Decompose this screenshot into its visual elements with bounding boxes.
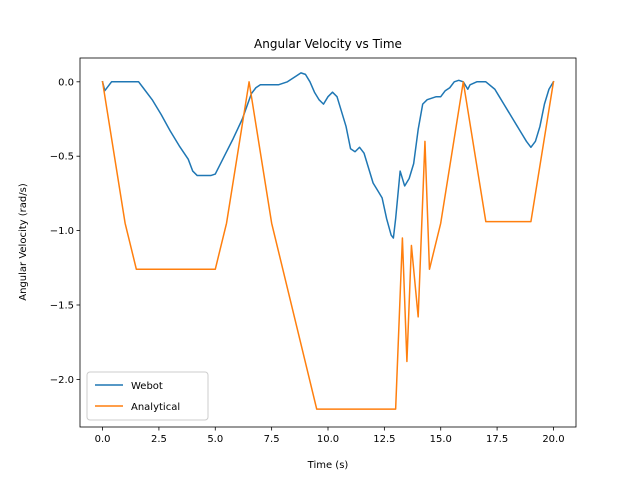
series-line-webot	[101, 72, 555, 239]
axes: 0.0 2.5 5.0 7.5 10.0 12.5 15.0 17.5 20.0 0.0 −0.5 −…	[50, 57, 577, 445]
x-tick-label: 0.0	[95, 434, 111, 445]
x-tick-label: 12.5	[373, 434, 395, 445]
series-line-analytical	[101, 80, 555, 410]
x-tick-label: 10.0	[317, 434, 339, 445]
chart-title: Angular Velocity vs Time	[254, 37, 402, 51]
legend-label-webot: Webot	[131, 381, 163, 392]
y-tick-label: −1.5	[50, 300, 74, 311]
y-tick-label: −1.0	[50, 226, 74, 237]
x-tick-label: 20.0	[542, 434, 564, 445]
x-tick-label: 2.5	[151, 434, 167, 445]
x-tick-label: 7.5	[264, 434, 280, 445]
y-tick-label: 0.0	[58, 77, 74, 88]
y-axis-label: Angular Velocity (rad/s)	[18, 183, 29, 301]
plot-area	[101, 72, 555, 410]
y-tick-label: −0.5	[50, 152, 74, 163]
x-tick-label: 15.0	[430, 434, 452, 445]
x-axis-label: Time (s)	[307, 460, 349, 471]
legend: Webot Analytical	[86, 371, 209, 421]
legend-label-analytical: Analytical	[131, 402, 180, 413]
x-tick-label: 5.0	[207, 434, 223, 445]
x-tick-label: 17.5	[486, 434, 508, 445]
legend-box	[86, 371, 209, 421]
y-tick-label: −2.0	[50, 375, 74, 386]
